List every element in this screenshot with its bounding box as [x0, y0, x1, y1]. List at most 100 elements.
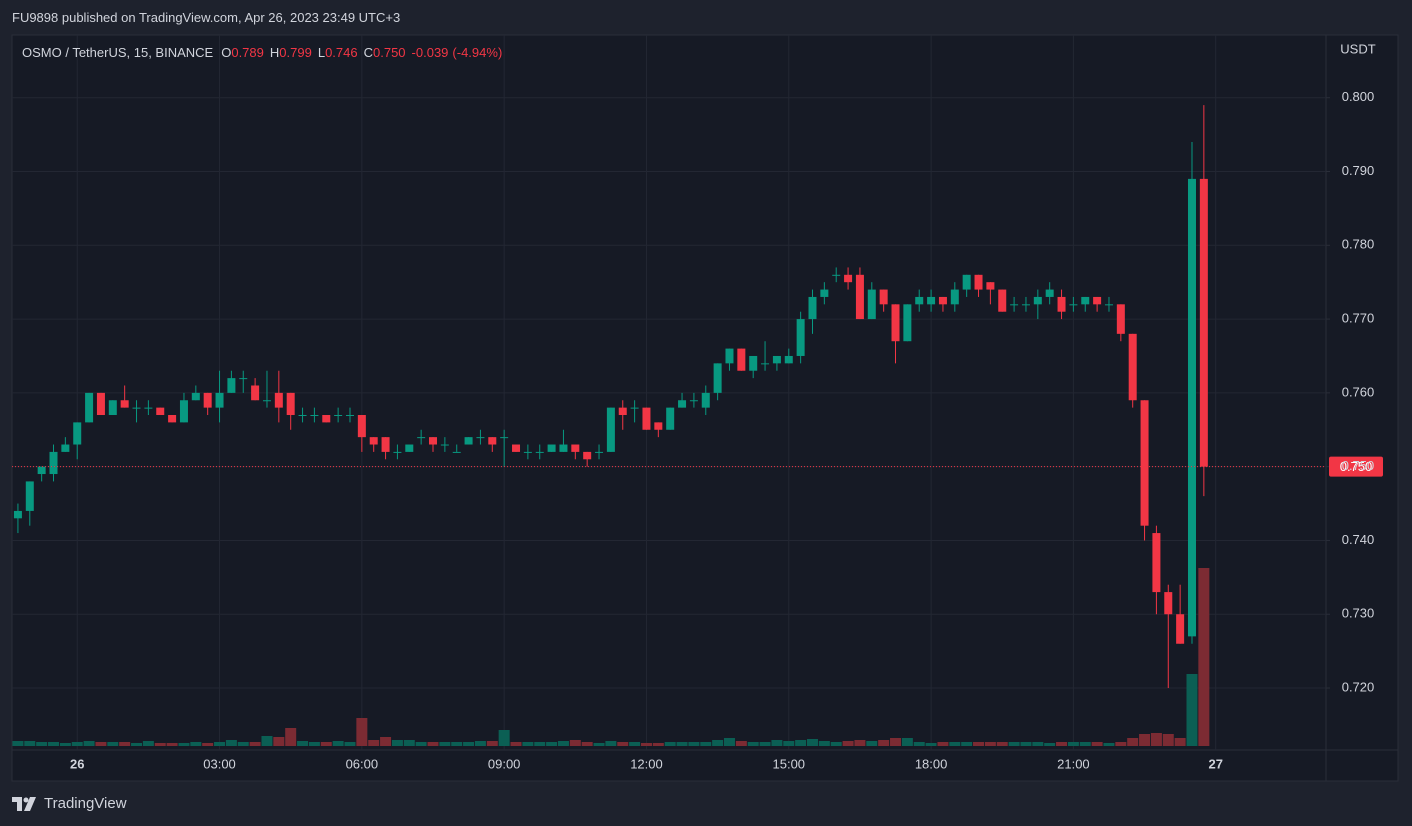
volume-bar: [795, 740, 807, 746]
ohlc-value: 0.750: [373, 45, 406, 60]
ohlc-label: L: [318, 45, 325, 60]
candle-body: [132, 407, 141, 409]
footer-brand: TradingView: [44, 795, 127, 812]
volume-bar: [356, 718, 368, 746]
volume-bar: [854, 740, 866, 746]
volume-bar: [557, 741, 569, 746]
volume-bar: [842, 741, 854, 746]
candle-body: [879, 289, 888, 305]
volume-bar: [486, 741, 498, 746]
candle-body: [1069, 304, 1078, 306]
volume-bar: [427, 742, 439, 746]
candle-body: [1045, 289, 1054, 297]
candle-body: [654, 422, 663, 430]
x-tick-label: 12:00: [630, 756, 663, 771]
x-tick-label: 18:00: [915, 756, 948, 771]
y-tick-label: 0.800: [1342, 89, 1375, 104]
candle-body: [452, 451, 461, 453]
volume-bar: [451, 742, 463, 746]
volume-bar: [700, 742, 712, 746]
volume-bar: [178, 743, 190, 746]
candle-body: [761, 363, 770, 365]
volume-bar: [759, 742, 771, 746]
volume-bar: [925, 743, 937, 746]
volume-bar: [107, 742, 119, 746]
volume-bar: [1079, 742, 1091, 746]
volume-bar: [901, 738, 913, 746]
candle-body: [381, 437, 390, 452]
volume-bar: [1150, 733, 1162, 746]
logo: [12, 796, 36, 811]
legend: OSMO / TetherUS, 15, BINANCE O0.789 H0.799…: [22, 45, 502, 60]
candle-body: [298, 415, 307, 417]
volume-bar: [617, 742, 629, 746]
ohlc-value: 0.799: [279, 45, 312, 60]
x-tick-label: 21:00: [1057, 756, 1090, 771]
volume-bar: [735, 741, 747, 746]
candle-body: [429, 437, 438, 445]
y-tick-label: 0.760: [1342, 384, 1375, 399]
candle-body: [215, 392, 224, 408]
volume-bar: [83, 741, 95, 746]
candle-body: [203, 392, 212, 408]
candle-body: [678, 400, 687, 408]
volume-bar: [119, 742, 131, 746]
candle-body: [440, 444, 449, 446]
candle-body: [927, 296, 936, 305]
candle-body: [1021, 304, 1030, 306]
candle-body: [500, 437, 509, 439]
candle-body: [61, 444, 70, 452]
volume-bar: [297, 741, 309, 746]
volume-bar: [949, 742, 961, 746]
candle-body: [262, 400, 271, 402]
x-tick-label: 06:00: [346, 756, 379, 771]
candle-body: [713, 363, 722, 393]
candle-body: [369, 437, 378, 445]
volume-bar: [131, 743, 143, 746]
candle-body: [595, 451, 604, 453]
candle-body: [571, 444, 580, 452]
volume-bar: [59, 743, 71, 746]
candle-body: [606, 407, 615, 452]
volume-bar: [510, 742, 522, 746]
volume-bar: [629, 742, 641, 746]
candle-body: [1010, 304, 1019, 306]
candle-body: [1116, 304, 1125, 334]
candle-body: [227, 378, 236, 393]
candle-body: [998, 289, 1007, 312]
candle-body: [547, 444, 556, 452]
volume-bar: [534, 742, 546, 746]
volume-bar: [961, 742, 973, 746]
y-tick-label: 0.770: [1342, 311, 1375, 326]
candle-body: [405, 444, 414, 452]
candle-body: [13, 510, 22, 519]
footer: TradingView: [12, 795, 127, 812]
volume-bar: [1008, 742, 1020, 746]
candle-body: [820, 289, 829, 297]
y-axis-label: USDT: [1340, 41, 1375, 56]
candle-body: [310, 415, 319, 417]
volume-bar: [498, 730, 510, 746]
volume-bar: [664, 742, 676, 746]
candle-body: [251, 385, 260, 401]
volume-bar: [712, 740, 724, 746]
candle-body: [796, 319, 805, 356]
chart-frame: [11, 34, 1399, 782]
volume-bar: [285, 728, 297, 746]
candle-body: [85, 392, 94, 423]
volume-bar: [214, 742, 226, 746]
volume-bar: [581, 742, 593, 746]
ohlc-label: C: [364, 45, 373, 60]
volume-bar: [415, 742, 427, 746]
candle-body: [1187, 178, 1196, 637]
volume-bar: [605, 741, 617, 746]
candle-body: [618, 407, 627, 416]
volume-bar: [1103, 743, 1115, 746]
volume-bar: [1198, 568, 1210, 746]
volume-bar: [593, 743, 605, 746]
candle-body: [464, 437, 473, 445]
volume-bar: [142, 741, 154, 746]
candle-body: [974, 274, 983, 290]
candle-body: [1140, 400, 1149, 526]
